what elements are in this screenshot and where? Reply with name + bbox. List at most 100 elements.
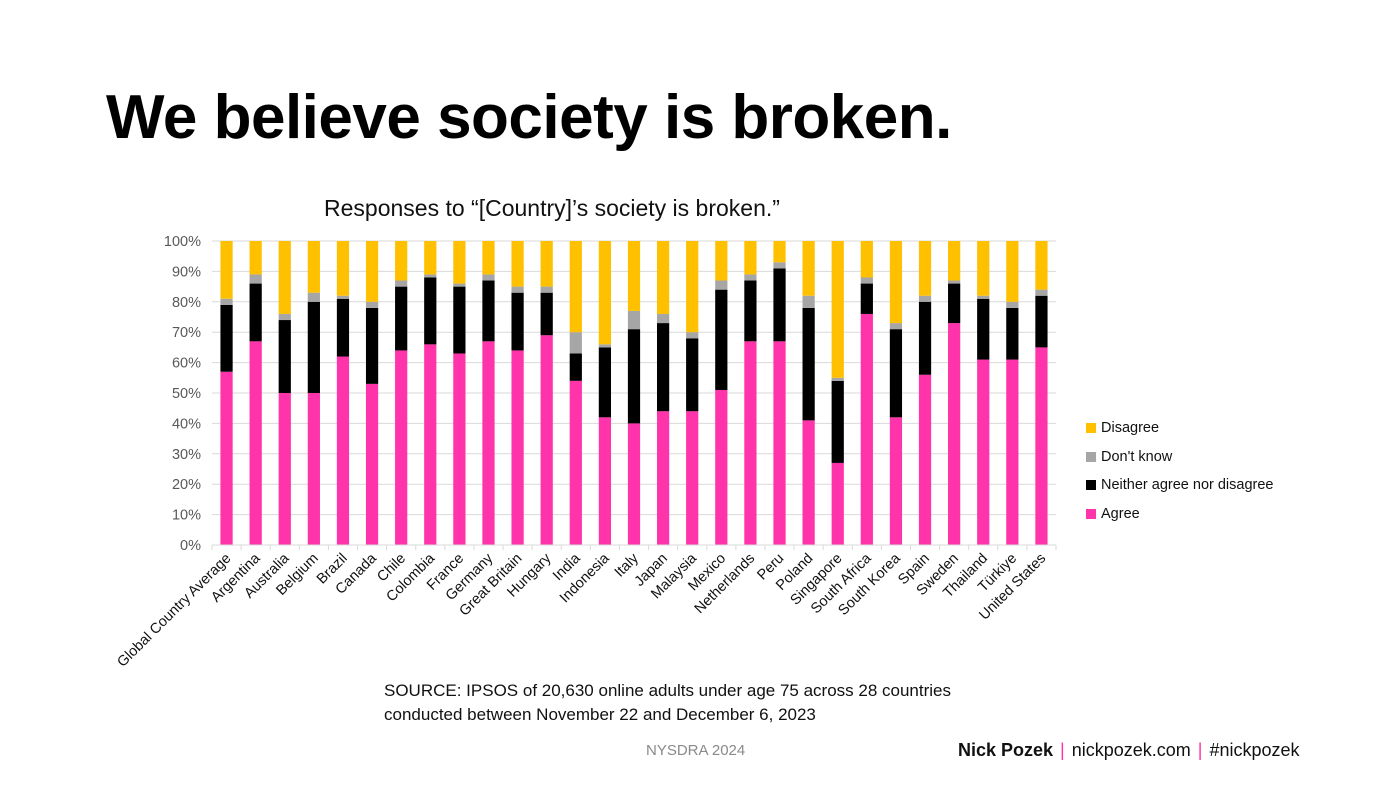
bar-segment-disagree bbox=[744, 241, 757, 275]
bar-segment-agree bbox=[365, 383, 379, 545]
bar-segment-agree bbox=[336, 356, 350, 545]
bar-segment-don-t-know bbox=[249, 274, 262, 284]
bar-segment-disagree bbox=[802, 241, 815, 296]
bar-segment-disagree bbox=[220, 241, 233, 299]
bar-segment-don-t-know bbox=[977, 295, 990, 299]
bar-segment-agree bbox=[773, 341, 786, 545]
chart-legend: Disagree Don't know Neither agree nor disa… bbox=[1086, 414, 1274, 528]
bar-segment-disagree bbox=[453, 241, 466, 284]
bar-segment-neither-agree-nor-disagree bbox=[307, 301, 320, 393]
y-tick-label: 80% bbox=[172, 295, 201, 311]
bar-segment-agree bbox=[627, 423, 641, 545]
bar-segment-disagree bbox=[395, 241, 408, 281]
bar-segment-agree bbox=[918, 374, 932, 545]
bar-segment-neither-agree-nor-disagree bbox=[744, 280, 757, 342]
bar-segment-neither-agree-nor-disagree bbox=[249, 283, 262, 342]
bar-segment-agree bbox=[482, 341, 495, 545]
bar-segment-don-t-know bbox=[424, 274, 437, 278]
bar-segment-don-t-know bbox=[715, 280, 728, 290]
bar-segment-disagree bbox=[773, 241, 786, 263]
bar-segment-don-t-know bbox=[918, 295, 932, 302]
legend-swatch bbox=[1086, 508, 1096, 519]
x-axis-tick-labels: Global Country AverageArgentinaAustralia… bbox=[114, 550, 1049, 671]
bar-segment-agree bbox=[977, 359, 990, 545]
bar-segment-disagree bbox=[482, 241, 495, 275]
x-tick-label: Global Country Average bbox=[114, 551, 234, 671]
bar-segment-agree bbox=[540, 335, 553, 545]
legend-item: Disagree bbox=[1086, 414, 1274, 443]
bar-segment-neither-agree-nor-disagree bbox=[569, 353, 582, 381]
bar-segment-agree bbox=[831, 462, 844, 545]
bar-segment-agree bbox=[424, 344, 437, 545]
separator: | bbox=[1197, 740, 1203, 760]
bar-segment-neither-agree-nor-disagree bbox=[656, 323, 670, 412]
bar-segment-neither-agree-nor-disagree bbox=[453, 286, 466, 354]
bar-segment-neither-agree-nor-disagree bbox=[889, 329, 903, 418]
bar-segment-neither-agree-nor-disagree bbox=[278, 320, 291, 393]
bars bbox=[220, 241, 1048, 545]
bar-segment-don-t-know bbox=[744, 274, 757, 281]
bar-segment-agree bbox=[889, 417, 903, 545]
bar-segment-neither-agree-nor-disagree bbox=[395, 286, 408, 351]
bar-segment-disagree bbox=[715, 241, 728, 281]
legend-swatch bbox=[1086, 423, 1096, 434]
y-tick-label: 70% bbox=[172, 325, 201, 341]
bar-segment-neither-agree-nor-disagree bbox=[598, 347, 612, 418]
legend-item: Don't know bbox=[1086, 443, 1274, 472]
bar-segment-disagree bbox=[598, 241, 612, 345]
bar-segment-agree bbox=[307, 393, 320, 545]
bar-segment-don-t-know bbox=[686, 332, 699, 339]
bar-segment-don-t-know bbox=[220, 298, 233, 305]
bar-segment-don-t-know bbox=[395, 280, 408, 287]
y-axis-ticks: 0% 10% 20% 30% 40% 50% 60% 70% 80% 90% 100% bbox=[164, 234, 201, 554]
bar-segment-neither-agree-nor-disagree bbox=[977, 298, 990, 360]
y-tick-label: 50% bbox=[172, 386, 201, 402]
bar-segment-neither-agree-nor-disagree bbox=[365, 307, 379, 384]
slide-title: We believe society is broken. bbox=[106, 83, 952, 152]
bar-segment-disagree bbox=[1035, 241, 1048, 290]
bar-segment-disagree bbox=[336, 241, 350, 296]
legend-label: Don't know bbox=[1101, 448, 1173, 465]
y-tick-label: 0% bbox=[180, 538, 201, 554]
bar-segment-disagree bbox=[977, 241, 990, 296]
bar-segment-don-t-know bbox=[278, 313, 291, 321]
source-line-1: SOURCE: IPSOS of 20,630 online adults un… bbox=[384, 681, 951, 700]
bar-segment-agree bbox=[744, 341, 757, 545]
bar-segment-disagree bbox=[686, 241, 699, 333]
separator: | bbox=[1060, 740, 1065, 760]
y-tick-label: 40% bbox=[172, 416, 201, 432]
bar-segment-agree bbox=[686, 411, 699, 545]
bar-segment-agree bbox=[395, 350, 408, 545]
bar-segment-don-t-know bbox=[831, 377, 844, 381]
bar-segment-don-t-know bbox=[482, 274, 495, 281]
bar-segment-agree bbox=[802, 420, 815, 545]
legend-item: Neither agree nor disagree bbox=[1086, 471, 1274, 500]
bar-segment-agree bbox=[715, 389, 728, 545]
bar-segment-agree bbox=[511, 350, 524, 545]
bar-segment-don-t-know bbox=[889, 323, 903, 330]
bar-segment-neither-agree-nor-disagree bbox=[918, 301, 932, 375]
legend-item: Agree bbox=[1086, 500, 1274, 529]
bar-segment-don-t-know bbox=[773, 262, 786, 269]
y-tick-label: 60% bbox=[172, 356, 201, 372]
y-tick-label: 30% bbox=[172, 447, 201, 463]
bar-segment-disagree bbox=[1006, 241, 1019, 302]
bar-segment-disagree bbox=[860, 241, 873, 278]
author-name: Nick Pozek bbox=[958, 740, 1054, 760]
bar-segment-don-t-know bbox=[336, 295, 350, 299]
bar-segment-neither-agree-nor-disagree bbox=[715, 289, 728, 390]
bar-segment-agree bbox=[249, 341, 262, 545]
bar-segment-don-t-know bbox=[511, 286, 524, 293]
bar-segment-don-t-know bbox=[860, 277, 873, 284]
y-tick-label: 90% bbox=[172, 264, 201, 280]
bar-segment-disagree bbox=[627, 241, 641, 311]
legend-label: Disagree bbox=[1101, 420, 1160, 437]
legend-label: Agree bbox=[1101, 505, 1140, 522]
chart-title: Responses to “[Country]’s society is bro… bbox=[324, 195, 780, 221]
bar-segment-neither-agree-nor-disagree bbox=[948, 283, 961, 324]
bar-segment-disagree bbox=[831, 241, 844, 378]
bar-segment-neither-agree-nor-disagree bbox=[1035, 295, 1048, 348]
bar-segment-agree bbox=[1035, 347, 1048, 545]
bar-segment-neither-agree-nor-disagree bbox=[860, 283, 873, 314]
